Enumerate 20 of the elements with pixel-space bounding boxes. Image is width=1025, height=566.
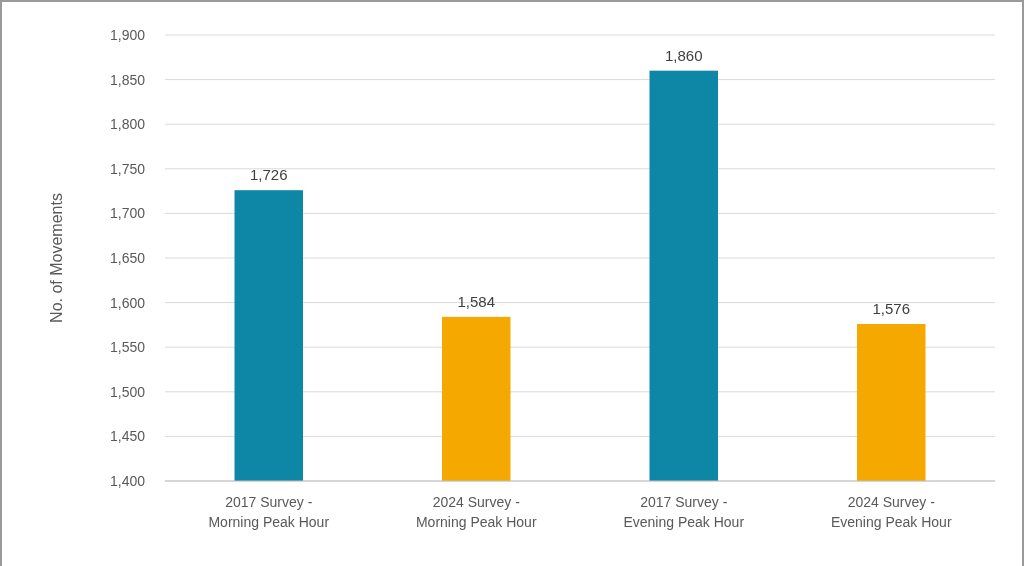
y-tick-label: 1,850 [109, 71, 146, 88]
x-tick-label: 2024 Survey - Evening Peak Hour [830, 494, 952, 530]
y-tick-label: 1,800 [109, 116, 146, 133]
y-tick-label: 1,500 [109, 383, 146, 400]
y-tick-label: 1,450 [109, 428, 146, 445]
y-tick-label: 1,550 [109, 339, 146, 356]
data-label: 1,726 [249, 166, 288, 184]
x-tick-label: 2017 Survey - Morning Peak Hour [208, 494, 330, 530]
data-label: 1,584 [457, 292, 496, 310]
data-label: 1,860 [664, 46, 703, 64]
y-tick-label: 1,750 [109, 160, 146, 177]
y-tick-label: 1,650 [109, 249, 146, 266]
y-axis-title: No. of Movements [48, 193, 65, 323]
y-tick-label: 1,900 [109, 26, 146, 43]
data-label: 1,576 [872, 300, 911, 318]
y-tick-label: 1,400 [109, 472, 146, 489]
y-tick-label: 1,700 [109, 205, 146, 222]
y-tick-label: 1,600 [109, 294, 146, 311]
x-tick-label: 2024 Survey - Morning Peak Hour [415, 494, 537, 530]
x-tick-label: 2017 Survey - Evening Peak Hour [623, 494, 745, 530]
